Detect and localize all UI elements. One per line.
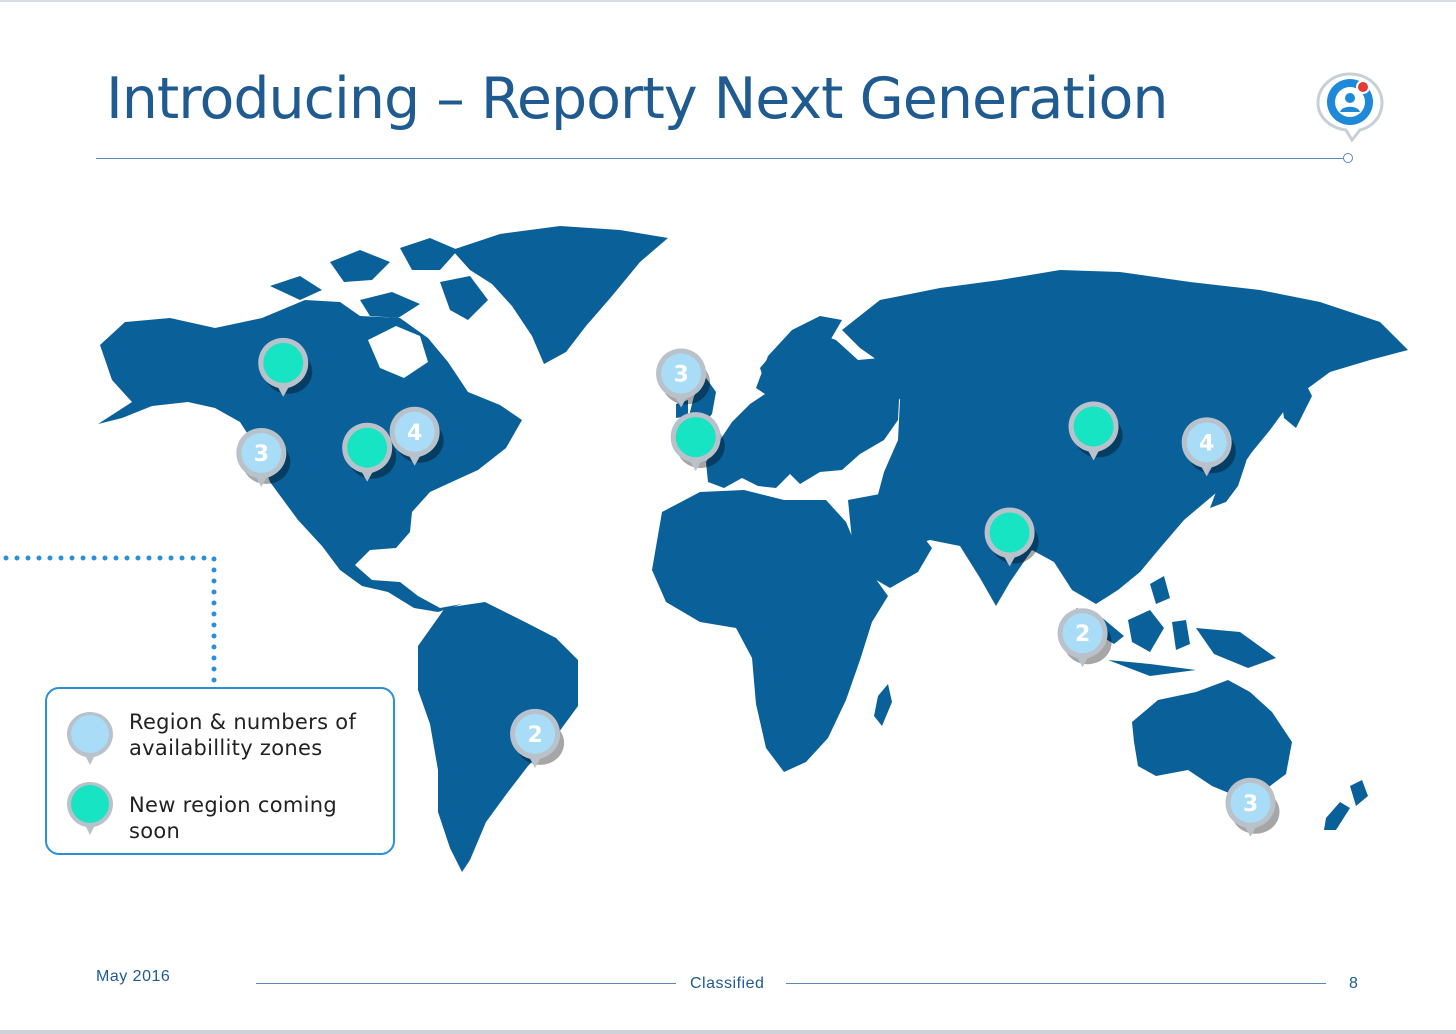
canadian-arctic-islands — [270, 238, 488, 320]
region-marker-us-central[interactable] — [342, 422, 397, 482]
footer-date: May 2016 — [96, 968, 171, 985]
availability-zone-count: 3 — [254, 442, 269, 467]
hudson-bay — [368, 326, 428, 378]
region-marker-us-west[interactable]: 3 — [236, 428, 291, 487]
existing-region-dot — [661, 353, 702, 394]
availability-zone-count: 2 — [527, 723, 542, 748]
region-marker-canada-west[interactable] — [258, 337, 313, 397]
new-region-pin-icon — [67, 782, 113, 835]
region-marker-australia[interactable]: 3 — [1225, 777, 1280, 837]
region-marker-south-america[interactable]: 2 — [510, 708, 565, 768]
availability-zone-count: 3 — [1243, 792, 1258, 817]
world-map: 3 4 2 3 4 2 3 — [98, 226, 1408, 872]
legend-leader-line — [3, 555, 217, 691]
europe — [706, 330, 900, 488]
legend-new-region: New region coming soon — [63, 779, 389, 844]
page-number: 8 — [1349, 975, 1358, 992]
new-region-dot — [1073, 406, 1114, 447]
region-marker-india[interactable] — [984, 507, 1039, 567]
arabian-peninsula — [848, 494, 932, 588]
existing-region-dot — [241, 433, 282, 473]
availability-zone-count: 4 — [1199, 431, 1214, 456]
region-markers: 3 4 2 3 4 2 3 — [236, 337, 1280, 837]
availability-zone-count: 2 — [1075, 622, 1090, 647]
title-divider — [96, 158, 1346, 159]
continents — [98, 226, 1408, 872]
top-border — [0, 0, 1456, 2]
kamchatka — [1280, 372, 1312, 428]
existing-region-dot — [1186, 422, 1227, 463]
new-region-dot — [989, 512, 1030, 553]
title-divider-endpoint — [1343, 153, 1353, 163]
region-marker-ireland-uk[interactable]: 3 — [656, 348, 711, 408]
existing-region-dot — [394, 411, 435, 452]
region-marker-us-east[interactable]: 4 — [389, 406, 444, 466]
north-america — [98, 300, 522, 612]
existing-region-dot — [1062, 613, 1103, 654]
legend-existing-region: Region & numbers of availabillity zones — [63, 709, 389, 767]
new-region-dot — [263, 342, 304, 383]
region-marker-china[interactable] — [1068, 401, 1123, 461]
region-marker-western-europe[interactable] — [670, 412, 725, 472]
map-legend: Region & numbers of availabillity zones … — [45, 687, 395, 855]
availability-zone-count: 4 — [407, 421, 422, 446]
footer-line-left — [256, 983, 676, 984]
footer-classification: Classified — [690, 975, 765, 992]
asia — [842, 270, 1408, 606]
legend-existing-label: Region & numbers of availabillity zones — [129, 710, 357, 760]
madagascar — [874, 684, 892, 726]
africa — [652, 490, 888, 772]
scandinavia — [756, 316, 842, 404]
new-region-dot — [347, 427, 388, 468]
region-marker-singapore[interactable]: 2 — [1057, 608, 1112, 668]
footer-line-right — [786, 983, 1326, 984]
existing-region-dot — [515, 713, 556, 754]
japan — [1210, 422, 1252, 508]
australia — [1132, 680, 1292, 796]
greenland — [452, 226, 668, 364]
bottom-border — [0, 1030, 1456, 1034]
legend-new-label: New region coming soon — [129, 793, 337, 843]
southeast-asia-islands — [1076, 576, 1276, 676]
south-america — [418, 602, 578, 872]
existing-region-pin-icon — [67, 712, 113, 765]
existing-region-dot — [1230, 782, 1271, 823]
new-region-dot — [675, 417, 716, 458]
region-marker-japan[interactable]: 4 — [1181, 417, 1236, 477]
reporty-logo-icon — [1316, 72, 1384, 142]
new-zealand — [1324, 780, 1368, 830]
availability-zone-count: 3 — [673, 363, 688, 388]
slide-title: Introducing – Reporty Next Generation — [106, 66, 1169, 132]
